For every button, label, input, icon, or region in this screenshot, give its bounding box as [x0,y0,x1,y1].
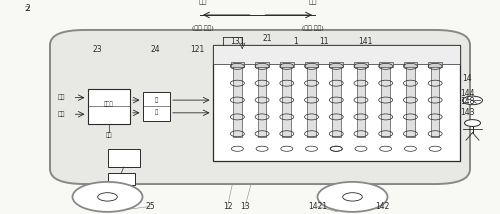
Bar [428,62,442,67]
Text: 21: 21 [263,34,272,43]
Bar [233,65,241,137]
Text: 수증기: 수증기 [104,102,114,107]
Bar [356,65,366,137]
Text: 물: 물 [154,97,158,103]
Text: 12: 12 [223,202,232,211]
Bar [256,62,269,67]
Bar [280,62,293,67]
Bar [406,65,414,137]
Circle shape [342,193,362,201]
Text: 2: 2 [25,4,30,13]
Text: 11: 11 [320,37,329,46]
Bar [404,62,417,67]
Text: (후진 방향): (후진 방향) [302,26,324,31]
Bar [379,62,392,67]
Bar [431,65,440,137]
Circle shape [98,193,117,201]
Bar [258,65,266,137]
Text: 131: 131 [230,37,244,46]
Text: 141: 141 [358,37,372,46]
Text: 1421: 1421 [308,202,327,211]
Bar [282,65,291,137]
Text: 수소: 수소 [58,95,65,100]
Bar [307,65,316,137]
Text: 14: 14 [462,74,472,83]
Text: 148: 148 [460,97,474,106]
Text: 142: 142 [376,202,390,211]
Text: 144: 144 [460,89,475,98]
FancyBboxPatch shape [50,30,470,184]
Text: 24: 24 [150,45,160,54]
Circle shape [318,182,388,212]
Text: 전력: 전력 [198,0,207,4]
Bar [230,62,244,67]
Text: 121: 121 [190,45,204,54]
Text: 13: 13 [240,202,250,211]
Text: (전진 방향): (전진 방향) [192,26,214,31]
Bar [108,149,140,167]
Text: 143: 143 [460,108,475,117]
Text: 후력: 후력 [308,0,317,4]
Text: 공기: 공기 [58,111,65,117]
Text: 1: 1 [294,37,298,46]
Bar [108,173,135,185]
Text: 25: 25 [145,202,155,211]
Bar [330,62,343,67]
Circle shape [72,182,142,212]
Bar [142,92,170,121]
Bar [212,45,460,160]
Bar [354,62,368,67]
Text: 23: 23 [92,45,102,54]
Bar [88,89,130,124]
Bar [304,62,318,67]
Text: 물: 물 [154,109,158,115]
Bar [332,65,340,137]
Bar [212,45,460,64]
Bar [382,65,390,137]
Circle shape [462,96,482,105]
Text: 2: 2 [25,4,30,13]
Text: 전기: 전기 [106,133,112,138]
Circle shape [464,120,480,126]
